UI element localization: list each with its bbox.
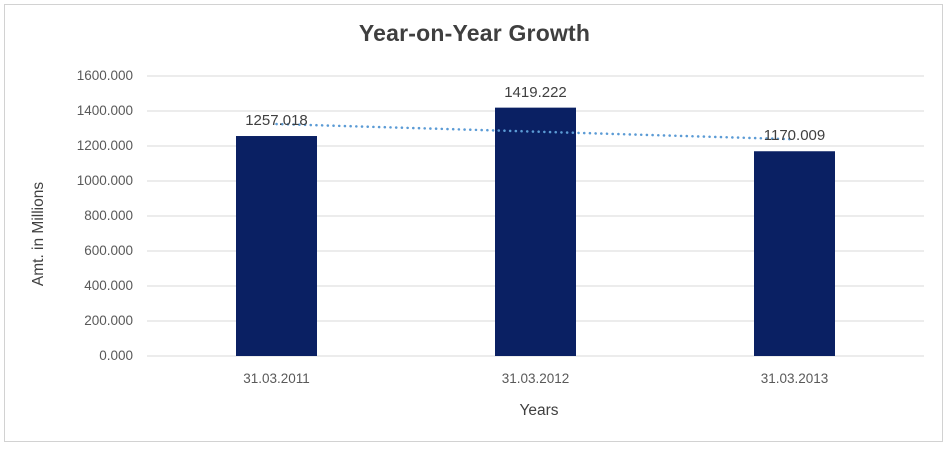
y-axis-tick-label: 600.000 [84, 243, 133, 258]
y-axis-tick-label: 0.000 [99, 348, 133, 363]
y-axis-tick-label: 1000.000 [76, 173, 133, 188]
data-label: 1419.222 [504, 83, 567, 101]
bar-3 [754, 151, 835, 356]
x-axis-tick-label: 31.03.2011 [243, 371, 310, 386]
bar-2 [495, 107, 576, 357]
data-label: 1257.018 [245, 112, 308, 130]
y-axis-tick-label: 800.000 [84, 208, 133, 223]
y-axis-tick-label: 1400.000 [76, 103, 133, 118]
y-axis-tick-label: 200.000 [84, 313, 133, 328]
x-axis-title: Years [519, 402, 559, 419]
data-label: 1170.009 [763, 127, 826, 145]
chart-title: Year-on-Year Growth [358, 20, 591, 46]
y-axis-tick-label: 1200.000 [76, 138, 133, 153]
y-axis-tick-label: 1600.000 [76, 68, 133, 83]
bar-1 [236, 136, 317, 356]
x-axis-tick-label: 31.03.2013 [760, 371, 829, 386]
x-axis-tick-label: 31.03.2012 [501, 371, 570, 386]
trendline [275, 122, 796, 141]
y-axis-tick-label: 400.000 [84, 278, 133, 293]
